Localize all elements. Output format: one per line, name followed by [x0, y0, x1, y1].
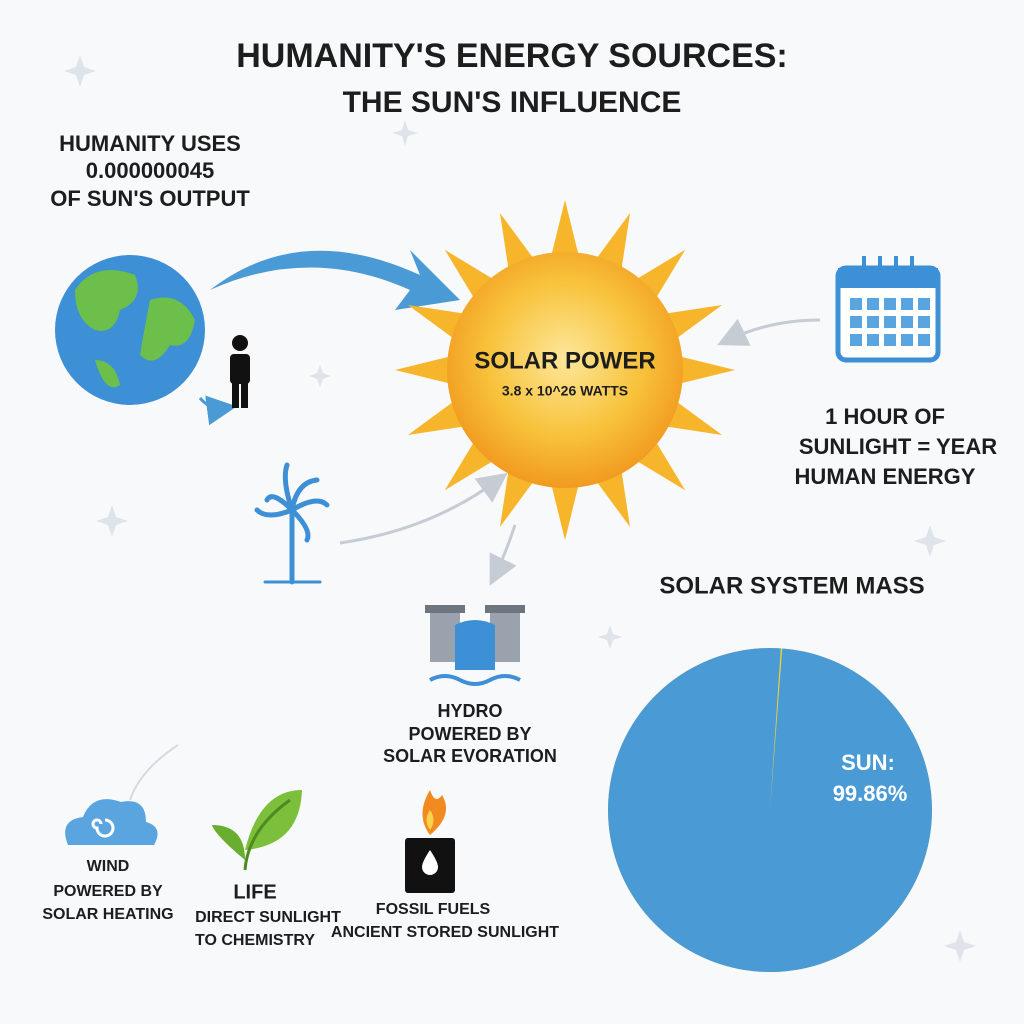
wind-text: WIND POWERED BY SOLAR HEATING — [42, 858, 173, 923]
big-arrow — [210, 250, 460, 310]
calendar-cell — [901, 316, 913, 328]
usage-line: 0.000000045 — [86, 158, 214, 183]
hydro-line: HYDRO — [437, 701, 502, 721]
calendar-line: 1 HOUR OF — [825, 404, 945, 429]
pie-value-label: 99.86% — [833, 781, 908, 806]
hydro-text: HYDRO POWERED BY SOLAR EVORATION — [383, 701, 557, 766]
sun-ray — [550, 481, 580, 540]
sun-ray — [407, 304, 468, 341]
hydro-line: POWERED BY — [408, 724, 531, 744]
sun-label: SOLAR POWER — [474, 347, 655, 374]
life-text: LIFE DIRECT SUNLIGHT TO CHEMISTRY — [195, 881, 341, 949]
fossil-line: ANCIENT STORED SUNLIGHT — [331, 924, 559, 941]
wind-line: SOLAR HEATING — [42, 906, 173, 923]
person-icon — [230, 335, 250, 408]
calendar-text: 1 HOUR OF SUNLIGHT = YEAR HUMAN ENERGY — [795, 404, 998, 489]
usage-line: HUMANITY USES — [59, 131, 241, 156]
calendar-icon — [835, 256, 941, 363]
pie-label: SUN: — [841, 750, 895, 775]
calendar-cell — [918, 298, 930, 310]
calendar-cell — [867, 316, 879, 328]
life-line: TO CHEMISTRY — [195, 932, 315, 949]
sun-ray — [594, 212, 631, 273]
subtitle: THE SUN'S INFLUENCE — [343, 86, 682, 119]
sun-ray — [676, 355, 735, 385]
pie-chart — [608, 648, 933, 973]
sun-ray — [662, 399, 723, 436]
calendar-line: SUNLIGHT = YEAR — [799, 434, 997, 459]
barrel-icon — [405, 790, 455, 893]
calendar-cell — [901, 334, 913, 346]
calendar-cell — [901, 298, 913, 310]
stars — [64, 55, 976, 962]
usage-line: OF SUN'S OUTPUT — [50, 186, 250, 211]
hydro-line: SOLAR EVORATION — [383, 746, 557, 766]
sun-output: 3.8 x 10^26 WATTS — [502, 383, 628, 399]
life-line: DIRECT SUNLIGHT — [195, 909, 341, 926]
earth-icon — [55, 255, 205, 405]
calendar-cell — [850, 316, 862, 328]
calendar-line: HUMAN ENERGY — [795, 464, 976, 489]
pie-slice — [608, 648, 933, 973]
wind-line: WIND — [87, 858, 130, 875]
hydro-icon — [425, 605, 525, 686]
calendar-cell — [850, 334, 862, 346]
leaf-icon — [212, 790, 302, 871]
sun-ray — [499, 467, 536, 528]
calendar-cell — [884, 334, 896, 346]
calendar-cell — [867, 334, 879, 346]
calendar-cell — [850, 298, 862, 310]
arrow — [198, 395, 237, 426]
sun-ray — [594, 467, 631, 528]
arrow — [717, 318, 821, 346]
title: HUMANITY'S ENERGY SOURCES: — [236, 37, 788, 75]
fossil-line: FOSSIL FUELS — [376, 901, 491, 918]
wind-line: POWERED BY — [53, 883, 163, 900]
arrow — [129, 744, 179, 801]
sun — [447, 252, 683, 488]
calendar-cell — [884, 298, 896, 310]
calendar-cell — [867, 298, 879, 310]
fossil-text: FOSSIL FUELS ANCIENT STORED SUNLIGHT — [331, 901, 559, 941]
sun-ray — [407, 399, 468, 436]
usage-text: HUMANITY USES 0.000000045 OF SUN'S OUTPU… — [50, 131, 250, 211]
calendar-cell — [918, 334, 930, 346]
wind-turbine-icon — [254, 462, 330, 585]
cloud-icon — [65, 799, 158, 845]
arrow — [489, 524, 517, 586]
sun-ray — [499, 212, 536, 273]
pie-title: SOLAR SYSTEM MASS — [659, 572, 924, 599]
arrow — [339, 472, 508, 545]
sun-ray — [662, 304, 723, 341]
life-line: LIFE — [233, 881, 276, 903]
calendar-cell — [884, 316, 896, 328]
calendar-cell — [918, 316, 930, 328]
sun-ray — [395, 355, 454, 385]
sun-ray — [550, 200, 580, 259]
